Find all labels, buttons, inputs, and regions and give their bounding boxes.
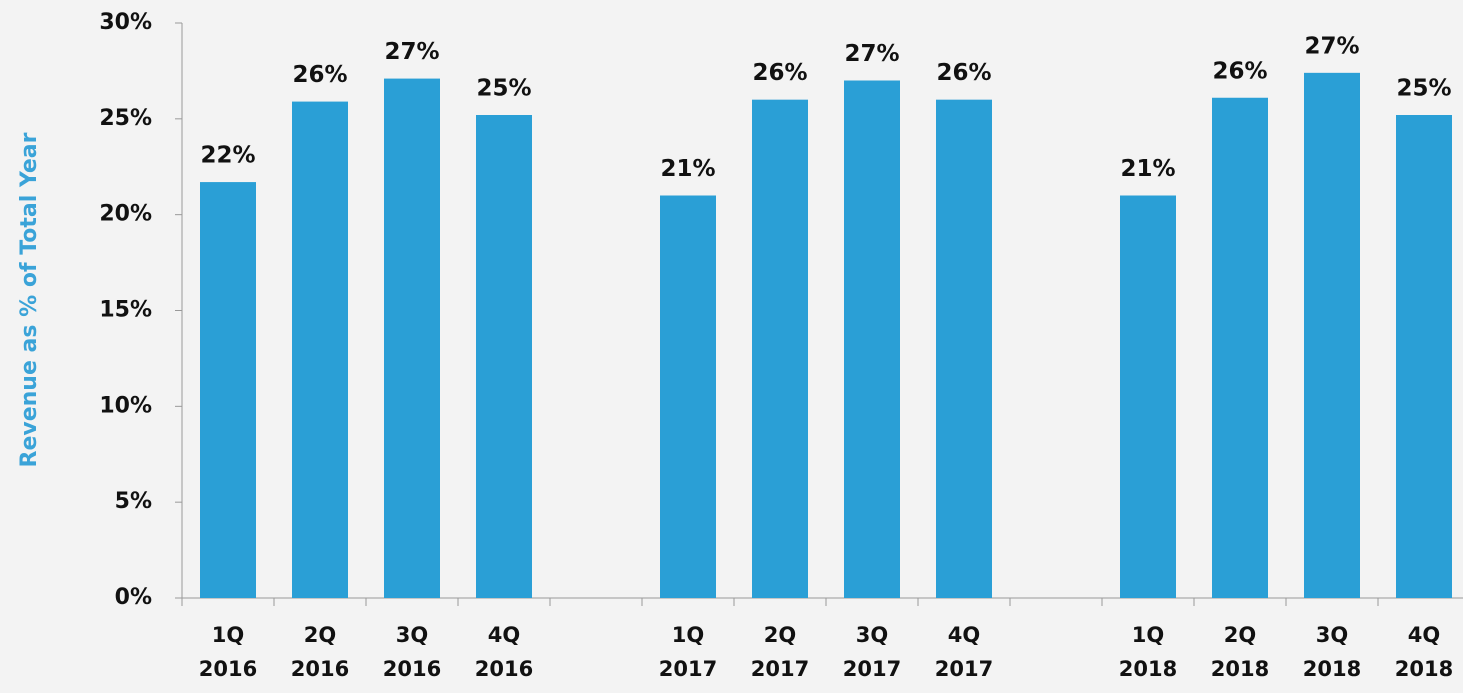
- y-tick-label: 15%: [99, 298, 152, 323]
- y-axis-label: Revenue as % of Total Year: [17, 132, 42, 467]
- x-tick-label: 4Q 2018: [1394, 623, 1454, 681]
- value-label: 27%: [1304, 33, 1359, 59]
- value-label: 26%: [936, 60, 991, 86]
- value-label: 21%: [1120, 156, 1175, 182]
- value-label: 22%: [200, 143, 255, 169]
- value-label: 25%: [476, 76, 531, 102]
- x-tick-label: 1Q 2017: [658, 623, 718, 681]
- x-tick-label: 1Q 2016: [198, 623, 258, 681]
- bar: [1396, 115, 1452, 598]
- value-label: 25%: [1396, 76, 1451, 102]
- y-tick-label: 20%: [99, 202, 152, 227]
- y-tick-label: 5%: [115, 489, 152, 514]
- bar: [1120, 195, 1176, 598]
- value-label: 27%: [844, 41, 899, 67]
- x-tick-label: 3Q 2016: [382, 623, 442, 681]
- x-tick-label: 2Q 2018: [1210, 623, 1270, 681]
- x-tick-label: 3Q 2017: [842, 623, 902, 681]
- bar: [292, 101, 348, 598]
- x-tick-label: 2Q 2017: [750, 623, 810, 681]
- bar: [476, 115, 532, 598]
- bar: [1212, 97, 1268, 598]
- bar: [844, 80, 900, 598]
- x-tick-label: 3Q 2018: [1302, 623, 1362, 681]
- bar: [752, 99, 808, 599]
- x-tick-label: 4Q 2016: [474, 623, 534, 681]
- bar: [200, 182, 256, 599]
- value-label: 27%: [384, 39, 439, 65]
- y-tick-label: 10%: [99, 393, 152, 418]
- value-label: 21%: [660, 156, 715, 182]
- bar: [936, 99, 992, 599]
- value-label: 26%: [1212, 58, 1267, 84]
- y-tick-label: 25%: [99, 106, 152, 131]
- value-label: 26%: [292, 62, 347, 88]
- value-label: 26%: [752, 60, 807, 86]
- x-tick-label: 4Q 2017: [934, 623, 994, 681]
- bar: [384, 78, 440, 599]
- y-tick-label: 30%: [99, 10, 152, 35]
- bar: [1304, 72, 1360, 599]
- x-tick-label: 1Q 2018: [1118, 623, 1178, 681]
- x-tick-label: 2Q 2016: [290, 623, 350, 681]
- y-tick-label: 0%: [115, 585, 152, 610]
- bar: [660, 195, 716, 598]
